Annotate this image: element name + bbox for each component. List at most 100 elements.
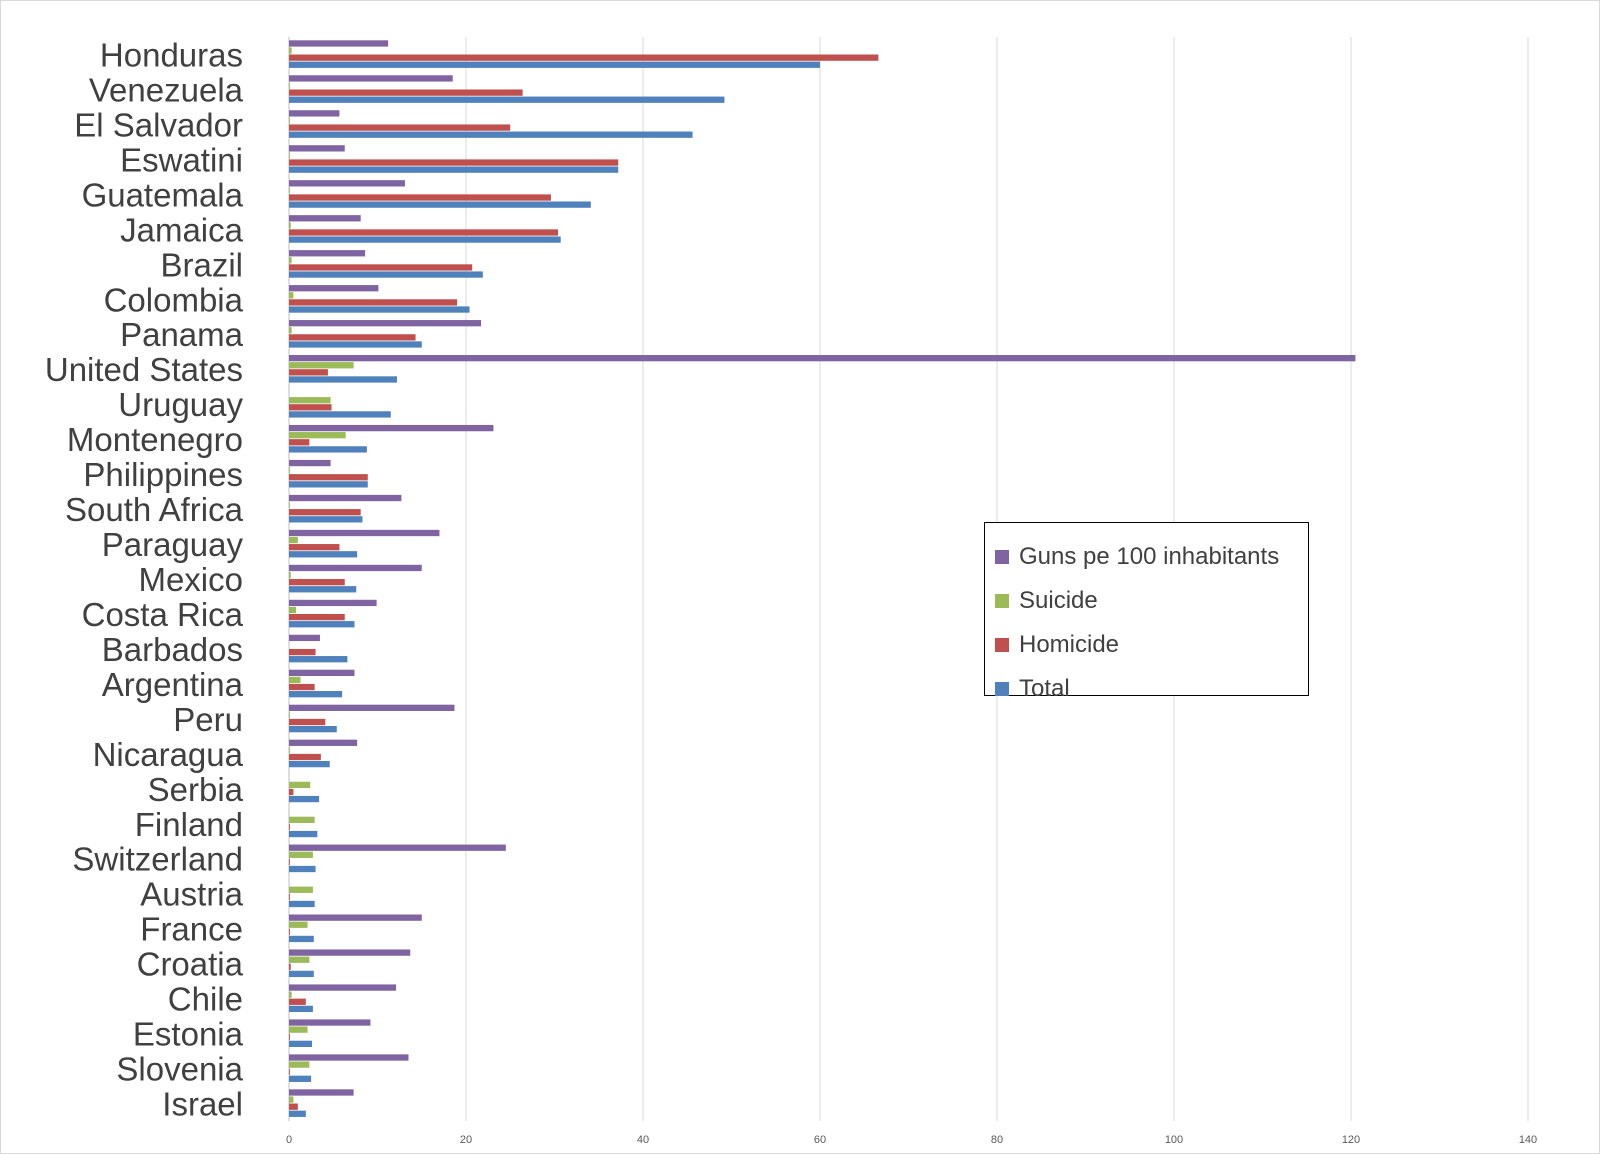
bar-guns-pe-100-inhabitants-nicaragua — [289, 739, 358, 746]
bar-total-panama — [289, 341, 422, 348]
bar-guns-pe-100-inhabitants-el-salvador — [289, 110, 340, 117]
bar-total-honduras — [289, 61, 820, 68]
category-label: Austria — [140, 876, 243, 913]
x-tick-label: 40 — [637, 1134, 649, 1146]
category-label: Costa Rica — [82, 596, 244, 633]
bar-suicide-france — [289, 921, 308, 928]
category-label: Panama — [120, 316, 244, 353]
category-label: Estonia — [133, 1016, 244, 1053]
bar-homicide-uruguay — [289, 404, 332, 411]
legend-label: Total — [1019, 675, 1070, 702]
bar-homicide-paraguay — [289, 544, 340, 551]
bar-homicide-finland — [289, 823, 290, 831]
category-label: Venezuela — [89, 71, 244, 108]
bar-guns-pe-100-inhabitants-honduras — [289, 40, 389, 47]
bar-guns-pe-100-inhabitants-panama — [289, 320, 482, 327]
category-label: Mexico — [138, 561, 243, 598]
bar-suicide-philippines — [289, 467, 290, 474]
bar-suicide-austria — [289, 886, 313, 893]
bar-guns-pe-100-inhabitants-switzerland — [289, 844, 506, 851]
bar-suicide-panama — [289, 327, 292, 334]
legend-item: Guns pe 100 inhabitants — [995, 535, 1308, 579]
category-label: Peru — [173, 701, 243, 738]
bar-total-eswatini — [289, 166, 619, 173]
bar-guns-pe-100-inhabitants-philippines — [289, 459, 331, 467]
bar-suicide-honduras — [289, 47, 292, 54]
category-label: Jamaica — [120, 211, 244, 248]
legend-label: Homicide — [1019, 631, 1120, 658]
bar-guns-pe-100-inhabitants-guatemala — [289, 180, 405, 187]
bar-suicide-guatemala — [289, 187, 290, 194]
x-tick-label: 80 — [991, 1134, 1003, 1146]
bar-homicide-estonia — [289, 1033, 290, 1040]
bar-guns-pe-100-inhabitants-chile — [289, 984, 397, 991]
bar-total-uruguay — [289, 411, 391, 418]
bar-total-guatemala — [289, 201, 591, 208]
bar-homicide-switzerland — [289, 858, 290, 866]
bar-suicide-argentina — [289, 676, 301, 684]
bar-homicide-peru — [289, 718, 326, 726]
legend-swatch — [995, 682, 1009, 696]
category-label: Colombia — [104, 281, 244, 318]
bar-homicide-honduras — [289, 54, 879, 61]
bar-guns-pe-100-inhabitants-montenegro — [289, 424, 494, 432]
category-label: El Salvador — [74, 106, 243, 143]
bar-homicide-france — [289, 928, 290, 935]
bar-homicide-mexico — [289, 579, 345, 586]
bar-homicide-serbia — [289, 788, 294, 796]
bar-homicide-guatemala — [289, 194, 551, 201]
bar-suicide-united-states — [289, 362, 354, 369]
bar-homicide-costa-rica — [289, 613, 345, 621]
bar-suicide-israel — [289, 1096, 294, 1103]
bar-total-mexico — [289, 586, 357, 593]
bar-total-nicaragua — [289, 760, 330, 768]
category-label: Switzerland — [72, 841, 243, 878]
category-label: Uruguay — [118, 386, 243, 423]
bar-guns-pe-100-inhabitants-united-states — [289, 355, 1356, 362]
bar-suicide-slovenia — [289, 1061, 310, 1068]
bar-suicide-switzerland — [289, 851, 313, 858]
bars — [289, 40, 1356, 1117]
bar-suicide-uruguay — [289, 397, 331, 404]
bar-total-switzerland — [289, 865, 316, 873]
legend-item: Suicide — [995, 579, 1308, 623]
category-label: Brazil — [160, 246, 243, 283]
bar-homicide-south-africa — [289, 509, 361, 516]
bar-suicide-chile — [289, 991, 292, 998]
category-label: Guatemala — [82, 176, 244, 213]
bar-guns-pe-100-inhabitants-venezuela — [289, 75, 453, 82]
bar-total-croatia — [289, 970, 314, 978]
category-label: Chile — [168, 981, 243, 1018]
bar-homicide-austria — [289, 893, 290, 901]
bar-homicide-venezuela — [289, 89, 523, 96]
x-tick-label: 120 — [1342, 1134, 1360, 1146]
bar-homicide-slovenia — [289, 1068, 290, 1075]
bar-total-israel — [289, 1110, 306, 1117]
bar-total-united-states — [289, 376, 397, 383]
bar-total-el-salvador — [289, 131, 693, 138]
legend-swatch — [995, 594, 1009, 608]
bar-guns-pe-100-inhabitants-slovenia — [289, 1054, 409, 1061]
x-tick-label: 0 — [286, 1134, 292, 1146]
category-label: Paraguay — [102, 526, 244, 563]
x-tick-label: 140 — [1519, 1134, 1537, 1146]
x-axis-tick-labels: 0 20 40 60 80 100 120 140 — [286, 1134, 1537, 1146]
legend-item: Total — [995, 667, 1308, 711]
bar-homicide-argentina — [289, 683, 315, 691]
bar-total-peru — [289, 725, 337, 733]
bar-suicide-finland — [289, 816, 315, 823]
bar-homicide-el-salvador — [289, 124, 511, 131]
bar-suicide-colombia — [289, 292, 294, 299]
bar-suicide-eswatini — [289, 152, 290, 159]
bar-guns-pe-100-inhabitants-paraguay — [289, 529, 440, 537]
legend-label: Guns pe 100 inhabitants — [1019, 543, 1280, 570]
category-label: Argentina — [102, 666, 244, 703]
category-label: Nicaragua — [93, 736, 244, 773]
bar-total-france — [289, 935, 314, 943]
bar-total-finland — [289, 830, 318, 838]
bar-total-paraguay — [289, 551, 358, 558]
bar-suicide-costa-rica — [289, 606, 297, 614]
